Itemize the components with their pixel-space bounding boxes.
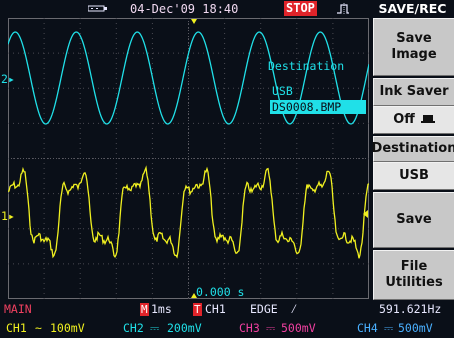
graticule-grid <box>8 18 369 299</box>
horizontal-position-readout: 0.000 s <box>196 285 245 299</box>
ch2-scale[interactable]: 200mV <box>167 321 202 335</box>
ch2-dc-coupling-icon: ⎓ <box>150 321 160 335</box>
ink-saver-softkey[interactable]: Off <box>373 106 454 134</box>
trigger-level-marker[interactable] <box>363 210 368 218</box>
ch4-scale[interactable]: 500mV <box>398 321 433 335</box>
save-image-label-1: Save <box>396 31 432 46</box>
ch1-marker-label: 1 <box>1 209 8 223</box>
save-image-label-2: Image <box>391 47 437 62</box>
ch3-dc-coupling-icon: ⎓ <box>266 321 276 335</box>
ch1-label[interactable]: CH1 <box>6 321 27 335</box>
destination-overlay-filename: DS0008.BMP <box>270 100 366 114</box>
ch1-marker-arrow-icon: ▸ <box>7 209 15 223</box>
trigger-type[interactable]: EDGE <box>250 302 278 316</box>
date-time-readout: 04-Dec'09 18:40 <box>130 2 239 16</box>
ch1-ac-coupling-icon: ~ <box>35 321 42 335</box>
ink-saver-label: Ink Saver <box>379 84 449 99</box>
destination-softkey[interactable]: USB <box>373 162 454 190</box>
trigger-badge: T <box>193 303 202 316</box>
waveform-graticule[interactable] <box>8 18 369 299</box>
timebase-value[interactable]: 1ms <box>151 302 172 316</box>
ch4-dc-coupling-icon: ⎓ <box>384 321 394 335</box>
ch1-waveform-trace <box>8 165 369 259</box>
usb-connected-icon <box>88 5 107 12</box>
ch1-scale[interactable]: 100mV <box>50 321 85 335</box>
ch2-marker-arrow-icon: ▸ <box>7 72 15 86</box>
file-utilities-softkey[interactable]: File Utilities <box>373 250 454 300</box>
ch2-waveform-trace <box>8 31 369 125</box>
ch2-label[interactable]: CH2 <box>123 321 144 335</box>
status-bar: 04-Dec'09 18:40 STOP <box>0 0 370 18</box>
printer-icon <box>420 115 435 123</box>
trigger-waveform-icon <box>337 3 349 15</box>
file-utilities-label-2: Utilities <box>385 275 443 290</box>
destination-overlay-title: Destination <box>268 59 345 73</box>
save-image-softkey[interactable]: Save Image <box>373 18 454 76</box>
channel-settings-bar: CH1 ~ 100mV CH2 ⎓ 200mV CH3 ⎓ 500mV CH4 … <box>0 319 454 338</box>
timebase-trigger-bar: MAIN M 1ms T CH1 EDGE ⁄ 591.621Hz <box>0 300 454 319</box>
ch3-scale[interactable]: 500mV <box>281 321 316 335</box>
menu-title: SAVE/REC <box>378 1 447 16</box>
timebase-mode-label: MAIN <box>4 302 32 316</box>
destination-value: USB <box>399 168 429 183</box>
file-utilities-label-1: File <box>400 259 428 274</box>
trigger-position-marker-top[interactable] <box>191 19 197 24</box>
ch2-marker-label: 2 <box>1 72 8 86</box>
ch1-ground-marker[interactable]: 1▸ <box>1 209 15 223</box>
frequency-counter-readout: 591.621Hz <box>379 302 442 316</box>
trigger-position-marker-bottom[interactable] <box>191 293 197 298</box>
save-softkey[interactable]: Save <box>373 192 454 248</box>
run-stop-status-badge: STOP <box>284 1 317 16</box>
ch4-label[interactable]: CH4 <box>357 321 378 335</box>
destination-header: Destination <box>371 136 454 162</box>
ink-saver-header: Ink Saver <box>373 78 454 106</box>
timebase-badge: M <box>140 303 149 316</box>
ink-saver-value: Off <box>393 112 415 127</box>
ch2-ground-marker[interactable]: 2▸ <box>1 72 15 86</box>
ch3-label[interactable]: CH3 <box>239 321 260 335</box>
save-label: Save <box>396 212 432 227</box>
rising-edge-icon: ⁄ <box>290 302 298 317</box>
trigger-source[interactable]: CH1 <box>205 302 226 316</box>
softkey-menu: SAVE/REC Save Image Ink Saver Off Destin… <box>371 0 454 300</box>
destination-label: Destination <box>371 141 454 156</box>
destination-overlay-device: USB <box>272 84 293 98</box>
